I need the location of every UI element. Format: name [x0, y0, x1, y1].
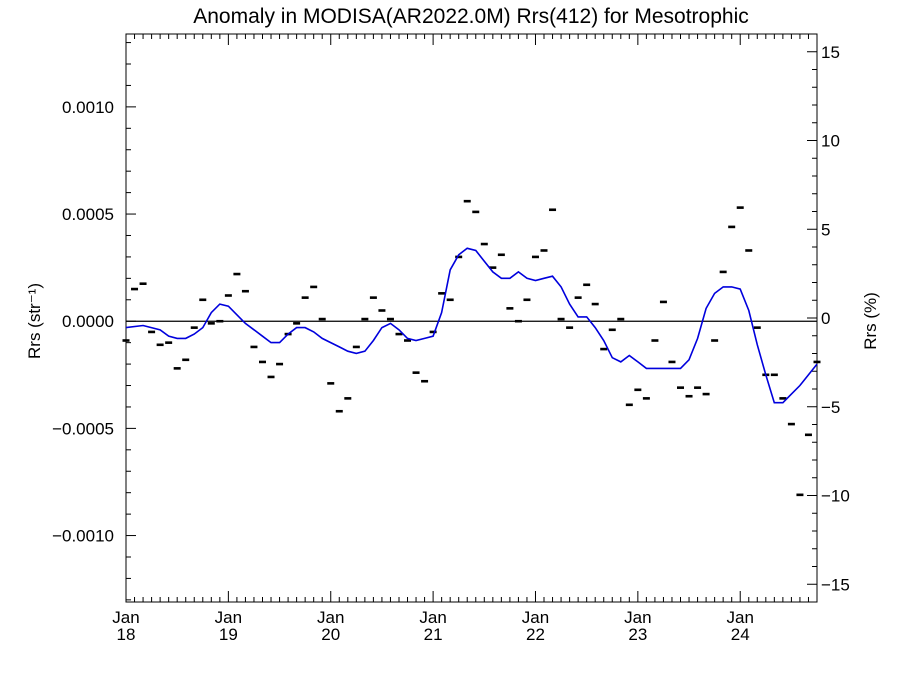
x-tick-label-month: Jan [419, 608, 446, 627]
chart-title: Anomaly in MODISA(AR2022.0M) Rrs(412) fo… [193, 5, 749, 28]
y-tick-label-left: 0.0000 [62, 312, 114, 331]
x-tick-label-month: Jan [215, 608, 242, 627]
y-tick-label-right: 15 [821, 43, 840, 62]
y-tick-label-left: −0.0010 [52, 527, 114, 546]
y-tick-label-right: 5 [821, 220, 830, 239]
x-tick-label-year: 24 [731, 625, 750, 644]
y-axis-label-left: Rrs (str⁻¹) [25, 283, 44, 359]
y-tick-label-left: 0.0005 [62, 205, 114, 224]
y-tick-label-right: 10 [821, 132, 840, 151]
x-tick-label-year: 20 [321, 625, 340, 644]
x-tick-label-month: Jan [112, 608, 139, 627]
y-ticks-left: 0.0010 0.0005 0.0000 −0.0005 −0.0010 [52, 42, 136, 601]
y-axis-label-right: Rrs (%) [861, 292, 880, 350]
y-tick-label-right: −5 [821, 398, 840, 417]
y-ticks-right: 15 10 5 0 −5 −10 −15 [807, 33, 850, 603]
x-tick-label-month: Jan [727, 608, 754, 627]
monthly-anomaly-points [122, 199, 821, 497]
y-tick-label-left: −0.0005 [52, 419, 114, 438]
x-tick-label-month: Jan [317, 608, 344, 627]
y-tick-label-left: 0.0010 [62, 98, 114, 117]
x-tick-label-year: 21 [424, 625, 443, 644]
x-tick-label-month: Jan [624, 608, 651, 627]
x-tick-label-year: 18 [117, 625, 136, 644]
x-tick-label-year: 22 [526, 625, 545, 644]
x-tick-label-year: 23 [628, 625, 647, 644]
x-tick-label-month: Jan [522, 608, 549, 627]
x-tick-label-year: 19 [219, 625, 238, 644]
y-tick-label-right: −10 [821, 487, 850, 506]
y-tick-label-right: −15 [821, 575, 850, 594]
y-tick-label-right: 0 [821, 309, 830, 328]
plot-frame [125, 33, 818, 603]
running-mean-line [125, 247, 818, 404]
